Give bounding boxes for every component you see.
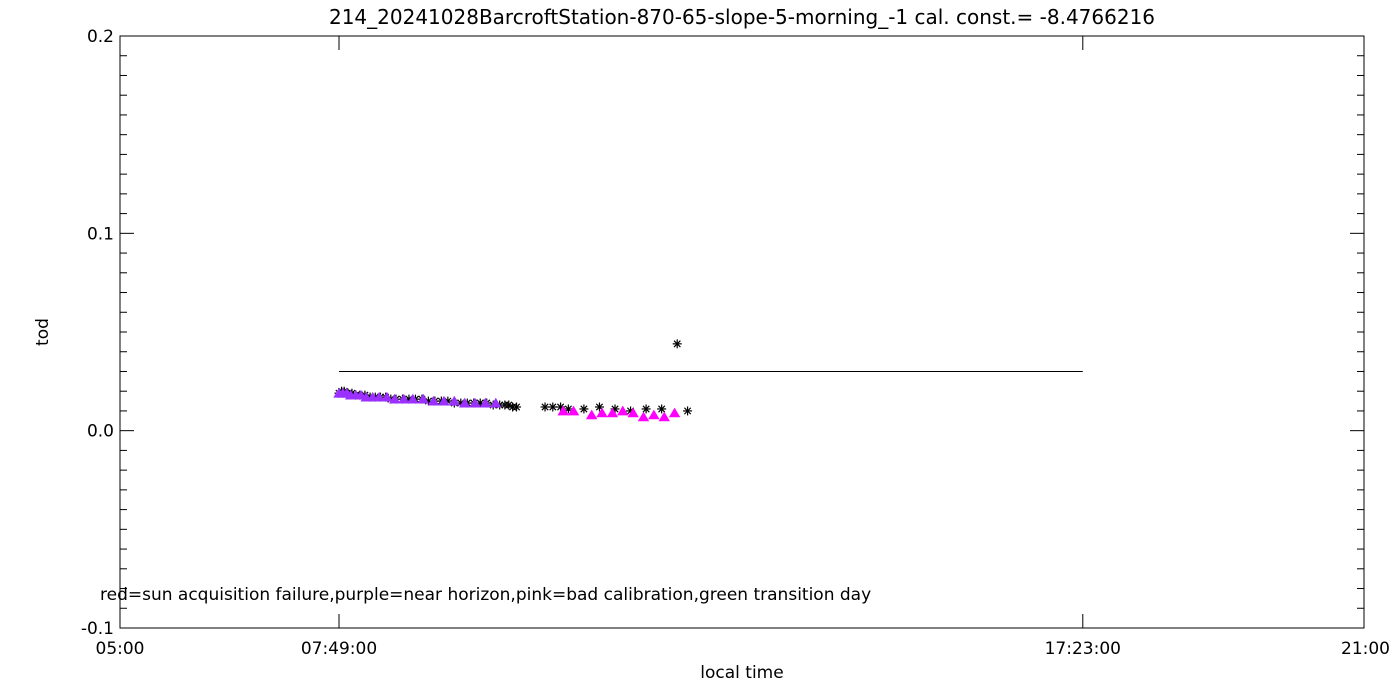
data-point <box>668 407 681 418</box>
y-axis-label: tod <box>33 318 53 346</box>
data-point <box>398 393 410 404</box>
series-purple <box>333 387 502 408</box>
data-point <box>540 402 550 412</box>
y-tick-label: -0.1 <box>81 619 114 639</box>
data-point <box>490 397 502 408</box>
data-point <box>596 407 608 418</box>
data-point <box>479 397 492 408</box>
data-point <box>567 405 580 416</box>
data-point <box>458 397 471 408</box>
x-tick-label: 05:00 <box>96 639 145 659</box>
data-point <box>627 407 639 418</box>
data-points <box>333 339 693 422</box>
x-axis-label: local time <box>700 663 783 683</box>
tick-labels: -0.1 0.0 0.1 0.2 05:00 07:49:00 17:23:00 21:00 <box>81 27 1390 659</box>
y-tick-label: 0.1 <box>87 224 114 244</box>
data-point <box>373 391 385 402</box>
data-point <box>672 339 682 349</box>
data-point <box>606 407 619 418</box>
x-tick-label: 17:23:00 <box>1045 639 1121 659</box>
x-tick-label: 07:49:00 <box>301 639 377 659</box>
data-point <box>512 402 522 412</box>
data-point <box>641 404 651 414</box>
legend-note: red=sun acquisition failure,purple=near … <box>100 585 871 605</box>
data-point <box>381 391 393 402</box>
y-tick-label: 0.2 <box>87 27 114 47</box>
data-point <box>469 397 481 408</box>
data-point <box>557 405 569 416</box>
data-point <box>657 404 667 414</box>
data-point <box>438 395 450 406</box>
x-tick-label: 21:00 <box>1341 639 1390 659</box>
y-tick-label: 0.0 <box>87 422 114 442</box>
data-point <box>617 405 629 416</box>
data-point <box>637 411 650 422</box>
data-point <box>407 393 419 404</box>
data-point <box>658 411 670 422</box>
data-point <box>579 404 589 414</box>
series-normal <box>334 339 693 416</box>
chart-title: 214_20241028BarcroftStation-870-65-slope… <box>329 5 1155 29</box>
data-point <box>417 393 429 404</box>
plot-frame <box>119 35 1365 629</box>
data-point <box>683 406 693 416</box>
data-point <box>389 393 401 404</box>
series-pink <box>557 405 681 422</box>
data-point <box>448 395 461 406</box>
axis-ticks <box>119 35 1365 629</box>
data-point <box>548 402 558 412</box>
data-point <box>585 409 598 420</box>
data-point <box>427 395 440 406</box>
data-point <box>648 409 660 420</box>
